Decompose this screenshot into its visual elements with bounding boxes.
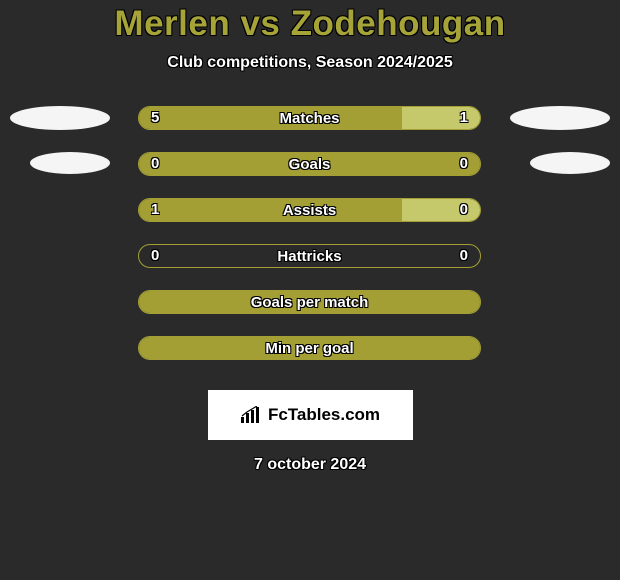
stat-row: 5 1 Matches [0,106,620,152]
stat-label: Matches [279,110,339,127]
stat-row: 0 0 Goals [0,152,620,198]
page-title: Merlen vs Zodehougan [0,4,620,44]
stat-label: Hattricks [277,248,341,265]
stat-value-left: 0 [151,155,159,172]
stat-value-left: 5 [151,109,159,126]
player-left-photo [30,152,110,174]
stat-value-right: 1 [460,109,468,126]
subtitle: Club competitions, Season 2024/2025 [0,54,620,72]
stat-bar: 0 0 Goals [138,152,481,176]
stat-value-right: 0 [460,155,468,172]
bar-fill-left [139,199,402,221]
stat-bar: 5 1 Matches [138,106,481,130]
bar-fill-left [139,107,402,129]
date-label: 7 october 2024 [0,456,620,474]
stat-value-left: 1 [151,201,159,218]
stat-value-right: 0 [460,247,468,264]
stat-bar: Min per goal [138,336,481,360]
stat-row: 1 0 Assists [0,198,620,244]
player-right-photo [510,106,610,130]
stat-label: Min per goal [265,340,353,357]
chart-icon [240,406,262,424]
fctables-logo[interactable]: FcTables.com [208,390,413,440]
bar-fill-right [402,199,480,221]
stat-value-left: 0 [151,247,159,264]
stat-row: Min per goal [0,336,620,382]
player-right-photo [530,152,610,174]
stat-rows: 5 1 Matches 0 0 Goals 1 0 Assists 0 0 Hattricks Goal… [0,106,620,382]
stat-label: Goals per match [251,294,369,311]
stat-label: Assists [283,202,336,219]
logo-text: FcTables.com [268,405,380,425]
bar-fill-right [402,107,480,129]
stat-label: Goals [289,156,331,173]
stat-row: 0 0 Hattricks [0,244,620,290]
comparison-card: Merlen vs Zodehougan Club competitions, … [0,0,620,474]
stat-bar: 0 0 Hattricks [138,244,481,268]
player-left-photo [10,106,110,130]
stat-bar: Goals per match [138,290,481,314]
stat-row: Goals per match [0,290,620,336]
stat-bar: 1 0 Assists [138,198,481,222]
stat-value-right: 0 [460,201,468,218]
